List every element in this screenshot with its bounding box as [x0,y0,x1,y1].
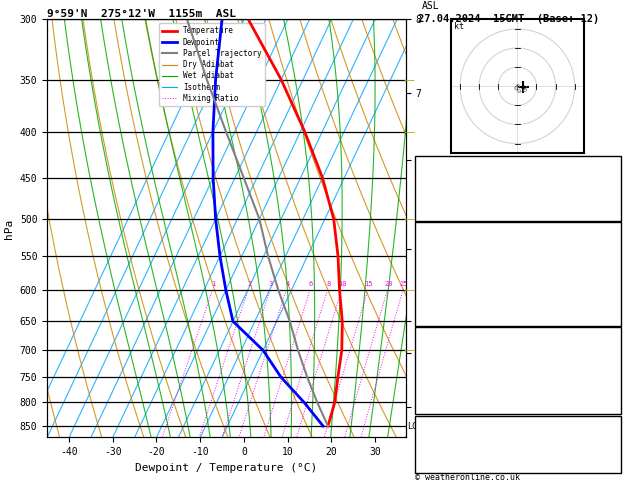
Text: EH: EH [419,428,430,437]
Text: 4: 4 [285,281,289,287]
Text: 1: 1 [211,281,216,287]
Text: 3.51: 3.51 [596,206,618,215]
Text: —: — [403,127,415,137]
Text: 2: 2 [612,284,618,293]
Text: 341: 341 [601,269,618,278]
Y-axis label: Mixing Ratio (g/kg): Mixing Ratio (g/kg) [428,173,438,284]
Text: K: K [419,163,425,172]
Text: 2: 2 [247,281,251,287]
Text: 94°: 94° [601,451,618,460]
X-axis label: Dewpoint / Temperature (°C): Dewpoint / Temperature (°C) [135,463,318,473]
Text: CAPE (J): CAPE (J) [419,388,462,397]
Text: 6: 6 [309,281,313,287]
Text: o: o [516,88,521,94]
Text: 18: 18 [607,240,618,249]
Text: LCL: LCL [407,421,422,431]
Text: —: — [403,285,415,295]
Text: Hodograph: Hodograph [494,417,542,426]
Text: 42: 42 [607,184,618,193]
Y-axis label: hPa: hPa [4,218,14,239]
Text: θε(K): θε(K) [419,269,446,278]
Text: 3: 3 [612,463,618,471]
Text: km
ASL: km ASL [422,0,440,11]
Text: 16.9: 16.9 [596,255,618,263]
Text: 25: 25 [399,281,408,287]
Text: —: — [403,214,415,224]
Text: 345: 345 [601,359,618,367]
Text: 35: 35 [607,163,618,172]
Text: Lifted Index: Lifted Index [419,373,484,382]
Text: CIN (J): CIN (J) [419,402,457,411]
Text: 0: 0 [612,373,618,382]
Text: o: o [515,83,520,89]
Text: 2: 2 [612,428,618,437]
Text: 9°59'N  275°12'W  1155m  ASL: 9°59'N 275°12'W 1155m ASL [47,9,236,18]
Legend: Temperature, Dewpoint, Parcel Trajectory, Dry Adiabat, Wet Adiabat, Isotherm, Mi: Temperature, Dewpoint, Parcel Trajectory… [159,23,265,106]
Text: CIN (J): CIN (J) [419,314,457,323]
Text: Temp (°C): Temp (°C) [419,240,467,249]
Text: 3: 3 [269,281,273,287]
Text: StmSpd (kt): StmSpd (kt) [419,463,478,471]
Text: o: o [522,87,526,93]
Text: 8: 8 [326,281,331,287]
Text: Pressure (mb): Pressure (mb) [419,344,489,353]
Text: 33: 33 [607,388,618,397]
Text: 15: 15 [365,281,373,287]
Text: 27.04.2024  15GMT  (Base: 12): 27.04.2024 15GMT (Base: 12) [418,14,599,24]
Text: PW (cm): PW (cm) [419,206,457,215]
Text: 10: 10 [338,281,347,287]
Text: CAPE (J): CAPE (J) [419,299,462,308]
Text: 58: 58 [607,402,618,411]
Text: —: — [403,345,415,355]
Text: StmDir: StmDir [419,451,451,460]
Text: o: o [514,85,518,91]
Text: kt: kt [454,22,464,31]
Text: 0: 0 [612,314,618,323]
Text: Surface: Surface [499,225,537,234]
Text: θε (K): θε (K) [419,359,451,367]
Text: —: — [403,75,415,85]
Text: 20: 20 [384,281,392,287]
Text: 800: 800 [601,344,618,353]
Text: Lifted Index: Lifted Index [419,284,484,293]
Text: Totals Totals: Totals Totals [419,184,489,193]
Text: 2: 2 [612,440,618,449]
Text: Most Unstable: Most Unstable [483,330,554,338]
Text: Dewp (°C): Dewp (°C) [419,255,467,263]
Text: 0: 0 [612,299,618,308]
Text: SREH: SREH [419,440,440,449]
Text: © weatheronline.co.uk: © weatheronline.co.uk [415,473,520,482]
